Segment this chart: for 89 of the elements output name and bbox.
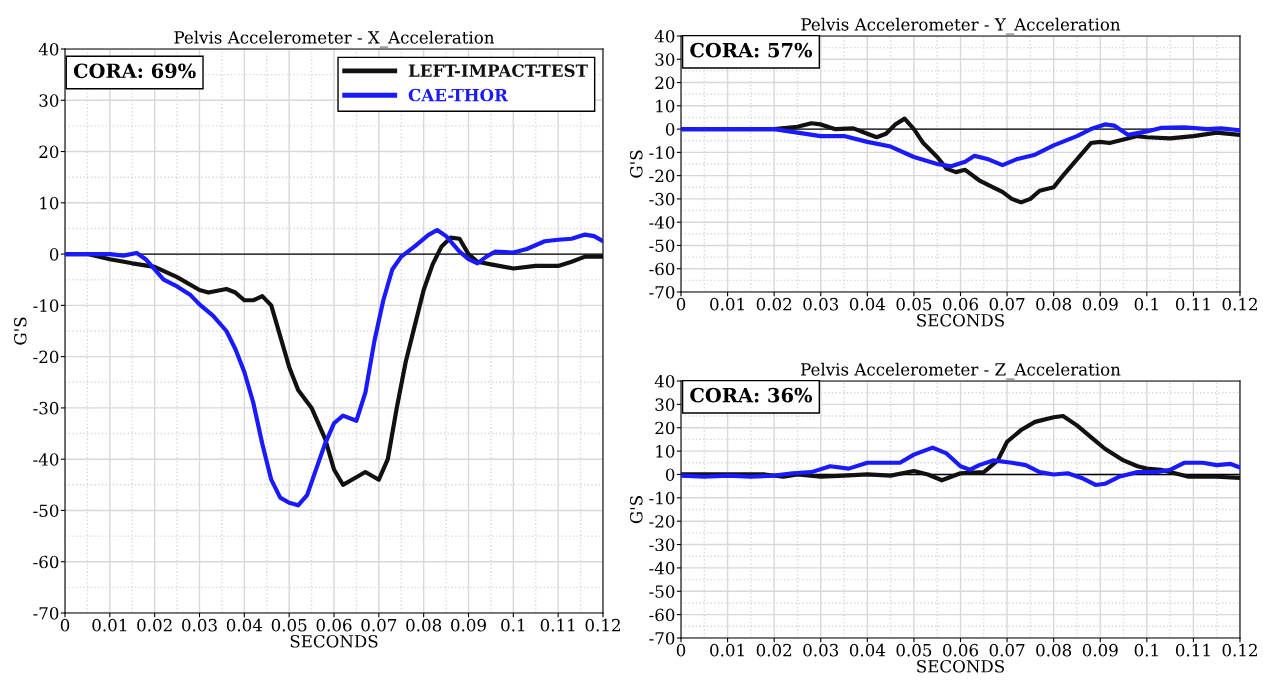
y-tick-label: -50 xyxy=(649,239,675,253)
x-tick-label: 0.03 xyxy=(182,618,217,632)
y-tick-label: 0 xyxy=(665,123,675,136)
y-tick-label: -50 xyxy=(33,504,59,518)
y-tick-label: 10 xyxy=(656,99,675,113)
y-tick-label: -60 xyxy=(649,608,675,622)
y-tick-label: 0 xyxy=(49,248,59,261)
x-tick-label: 0.12 xyxy=(585,618,620,632)
x-tick-label: 0.09 xyxy=(451,618,486,632)
y-tick-label: -20 xyxy=(649,515,675,528)
x-tick-label: 0.07 xyxy=(989,297,1025,311)
annotation: CORA: 57% xyxy=(690,42,813,58)
y-tick-label: -40 xyxy=(649,216,675,229)
y-tick-label: 10 xyxy=(40,196,59,210)
x-axis-title: SECONDS xyxy=(290,634,378,648)
y-tick-label: -40 xyxy=(33,453,59,466)
x-tick-label: 0 xyxy=(60,618,70,632)
y-tick-label: -30 xyxy=(649,538,675,552)
x-tick-label: 0.08 xyxy=(1036,643,1072,657)
x-tick-label: 0.11 xyxy=(1175,643,1210,657)
y-tick-label: -10 xyxy=(33,299,59,312)
legend-label: LEFT-IMPACT-TEST xyxy=(408,64,588,77)
x-tick-label: 0.05 xyxy=(271,618,307,632)
x-tick-label: 0.03 xyxy=(803,297,839,311)
y-tick-label: -70 xyxy=(649,631,675,645)
x-tick-label: 0.02 xyxy=(137,618,172,632)
y-tick-label: -70 xyxy=(649,285,675,299)
y-tick-label: 30 xyxy=(655,53,675,66)
y-tick-label: 40 xyxy=(38,42,59,56)
y-tick-label: -20 xyxy=(649,169,675,183)
x-tick-label: 0.06 xyxy=(316,618,352,632)
x-tick-label: 0.1 xyxy=(1134,643,1158,657)
x-tick-label: 0.07 xyxy=(989,643,1025,657)
y-axis-title: G'S xyxy=(629,150,643,178)
y-tick-label: 30 xyxy=(39,94,59,107)
chart-title: Pelvis Accelerometer - Z_Acceleration xyxy=(801,362,1121,380)
y-tick-label: -10 xyxy=(649,146,675,159)
x-tick-label: 0.12 xyxy=(1222,643,1257,657)
x-tick-label: 0.06 xyxy=(943,297,979,311)
x-tick-label: 0 xyxy=(676,643,686,657)
x-tick-label: 0.1 xyxy=(1134,297,1158,311)
y-tick-label: 20 xyxy=(655,76,675,90)
x-tick-label: 0.09 xyxy=(1082,297,1118,311)
annotation: CORA: 69% xyxy=(73,63,196,79)
x-tick-label: 0.01 xyxy=(710,297,744,311)
y-tick-label: -70 xyxy=(33,606,59,620)
x-axis-title: SECONDS xyxy=(917,313,1004,327)
y-tick-label: -30 xyxy=(33,401,59,415)
y-axis-title: G'S xyxy=(13,317,27,345)
y-tick-label: 40 xyxy=(654,29,675,43)
x-tick-label: 0.01 xyxy=(92,618,127,632)
x-tick-label: 0.1 xyxy=(501,618,525,632)
x-tick-label: 0 xyxy=(676,297,686,311)
x-tick-label: 0.04 xyxy=(849,643,886,657)
annotation: CORA: 36% xyxy=(690,387,813,403)
y-tick-label: 20 xyxy=(655,421,675,435)
x-tick-label: 0.09 xyxy=(1082,643,1118,657)
legend-label: CAE-THOR xyxy=(408,88,509,102)
y-tick-label: 40 xyxy=(654,374,675,388)
x-tick-label: 0.06 xyxy=(943,643,979,657)
chart-title: Pelvis Accelerometer - Y_Acceleration xyxy=(801,17,1121,35)
x-tick-label: 0.11 xyxy=(1175,297,1210,311)
x-axis-title: SECONDS xyxy=(917,659,1004,673)
x-tick-label: 0.08 xyxy=(1036,297,1072,311)
y-tick-label: -10 xyxy=(649,491,675,505)
y-tick-label: 30 xyxy=(655,398,675,411)
x-tick-label: 0.04 xyxy=(226,618,263,632)
y-tick-label: 20 xyxy=(39,145,59,159)
y-tick-label: -50 xyxy=(649,585,675,598)
x-tick-label: 0.07 xyxy=(361,618,397,632)
y-tick-label: -20 xyxy=(33,350,59,364)
y-tick-label: -30 xyxy=(649,192,675,206)
x-tick-label: 0.02 xyxy=(756,643,792,657)
x-tick-label: 0.03 xyxy=(803,643,839,657)
x-tick-label: 0.12 xyxy=(1222,297,1257,311)
x-tick-label: 0.11 xyxy=(540,618,575,632)
x-tick-label: 0.04 xyxy=(849,297,886,311)
y-tick-label: -60 xyxy=(649,262,675,276)
x-tick-label: 0.01 xyxy=(710,643,744,657)
x-tick-label: 0.05 xyxy=(896,643,932,657)
x-tick-label: 0.02 xyxy=(756,297,792,311)
chart-title: Pelvis Accelerometer - X_Acceleration xyxy=(174,30,495,48)
y-axis-title: G'S xyxy=(629,496,643,524)
y-tick-label: 10 xyxy=(656,445,675,458)
x-tick-label: 0.08 xyxy=(406,618,442,632)
x-tick-label: 0.05 xyxy=(896,297,932,311)
y-tick-label: -60 xyxy=(33,555,59,569)
y-tick-label: 0 xyxy=(665,468,675,482)
y-tick-label: -40 xyxy=(649,561,675,575)
